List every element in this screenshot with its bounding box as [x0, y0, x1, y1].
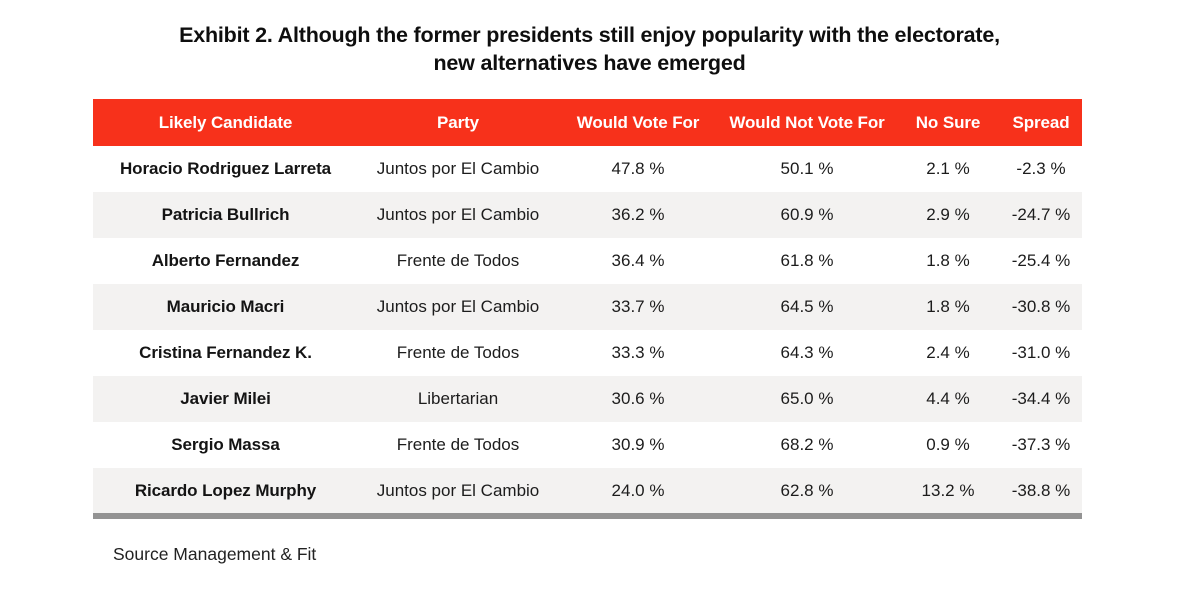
cell-no-sure: 1.8 % [926, 251, 970, 270]
cell-spread: -25.4 % [1011, 251, 1071, 270]
cell-would-not-vote-for: 60.9 % [780, 205, 834, 224]
table-row: Ricardo Lopez Murphy Juntos por El Cambi… [93, 468, 1082, 514]
cell-would-vote-for: 36.4 % [611, 251, 665, 270]
exhibit-title-line2: new alternatives have emerged [433, 51, 746, 75]
cell-candidate: Javier Milei [180, 389, 271, 408]
cell-would-not-vote-for: 68.2 % [780, 435, 834, 454]
exhibit-title: Exhibit 2. Although the former president… [0, 21, 1179, 77]
cell-no-sure: 2.9 % [926, 205, 970, 224]
cell-spread: -38.8 % [1011, 481, 1071, 500]
column-header-spread: Spread [1000, 99, 1082, 146]
column-header-no-sure: No Sure [896, 99, 1000, 146]
cell-spread: -24.7 % [1011, 205, 1071, 224]
cell-no-sure: 13.2 % [921, 481, 975, 500]
column-header-party: Party [358, 99, 558, 146]
header-row: Likely Candidate Party Would Vote For Wo… [93, 99, 1082, 146]
cell-candidate: Ricardo Lopez Murphy [134, 481, 317, 500]
cell-party: Juntos por El Cambio [376, 205, 540, 224]
cell-would-vote-for: 36.2 % [611, 205, 665, 224]
table-bottom-divider [93, 513, 1082, 519]
cell-spread: -37.3 % [1011, 435, 1071, 454]
cell-candidate: Patricia Bullrich [161, 205, 290, 224]
cell-candidate: Horacio Rodriguez Larreta [120, 159, 331, 178]
cell-party: Juntos por El Cambio [376, 159, 540, 178]
cell-would-not-vote-for: 62.8 % [780, 481, 834, 500]
cell-would-vote-for: 33.3 % [611, 343, 665, 362]
cell-no-sure: 1.8 % [926, 297, 970, 316]
cell-would-vote-for: 24.0 % [611, 481, 665, 500]
table-row: Javier Milei Libertarian 30.6 % 65.0 % 4… [93, 376, 1082, 422]
cell-would-not-vote-for: 64.5 % [780, 297, 834, 316]
cell-no-sure: 0.9 % [926, 435, 970, 454]
cell-would-not-vote-for: 61.8 % [780, 251, 834, 270]
cell-no-sure: 4.4 % [926, 389, 970, 408]
table-header: Likely Candidate Party Would Vote For Wo… [93, 99, 1082, 146]
column-header-would-not-vote-for: Would Not Vote For [718, 99, 896, 146]
table-row: Mauricio Macri Juntos por El Cambio 33.7… [93, 284, 1082, 330]
cell-spread: -30.8 % [1011, 297, 1071, 316]
cell-candidate: Cristina Fernandez K. [139, 343, 312, 362]
cell-party: Juntos por El Cambio [376, 297, 540, 316]
poll-table-container: Likely Candidate Party Would Vote For Wo… [93, 99, 1082, 514]
cell-spread: -34.4 % [1011, 389, 1071, 408]
poll-table: Likely Candidate Party Would Vote For Wo… [93, 99, 1082, 514]
column-header-would-vote-for: Would Vote For [558, 99, 718, 146]
source-attribution: Source Management & Fit [113, 544, 317, 564]
cell-candidate: Sergio Massa [171, 435, 280, 454]
column-header-likely-candidate: Likely Candidate [93, 99, 358, 146]
cell-party: Juntos por El Cambio [376, 481, 540, 500]
cell-would-not-vote-for: 64.3 % [780, 343, 834, 362]
table-row: Cristina Fernandez K. Frente de Todos 33… [93, 330, 1082, 376]
cell-no-sure: 2.4 % [926, 343, 970, 362]
cell-spread: -31.0 % [1011, 343, 1071, 362]
table-row: Horacio Rodriguez Larreta Juntos por El … [93, 146, 1082, 192]
cell-would-vote-for: 47.8 % [611, 159, 665, 178]
cell-no-sure: 2.1 % [926, 159, 970, 178]
exhibit-title-line1: Exhibit 2. Although the former president… [179, 23, 1000, 47]
cell-party: Frente de Todos [396, 435, 520, 454]
cell-would-vote-for: 30.9 % [611, 435, 665, 454]
table-row: Alberto Fernandez Frente de Todos 36.4 %… [93, 238, 1082, 284]
cell-candidate: Mauricio Macri [166, 297, 285, 316]
cell-party: Frente de Todos [396, 343, 520, 362]
cell-would-not-vote-for: 50.1 % [780, 159, 834, 178]
cell-spread: -2.3 % [1016, 159, 1066, 178]
cell-would-not-vote-for: 65.0 % [780, 389, 834, 408]
cell-would-vote-for: 33.7 % [611, 297, 665, 316]
table-row: Patricia Bullrich Juntos por El Cambio 3… [93, 192, 1082, 238]
cell-party: Libertarian [417, 389, 499, 408]
cell-party: Frente de Todos [396, 251, 520, 270]
table-row: Sergio Massa Frente de Todos 30.9 % 68.2… [93, 422, 1082, 468]
cell-candidate: Alberto Fernandez [151, 251, 300, 270]
table-body: Horacio Rodriguez Larreta Juntos por El … [93, 146, 1082, 514]
cell-would-vote-for: 30.6 % [611, 389, 665, 408]
